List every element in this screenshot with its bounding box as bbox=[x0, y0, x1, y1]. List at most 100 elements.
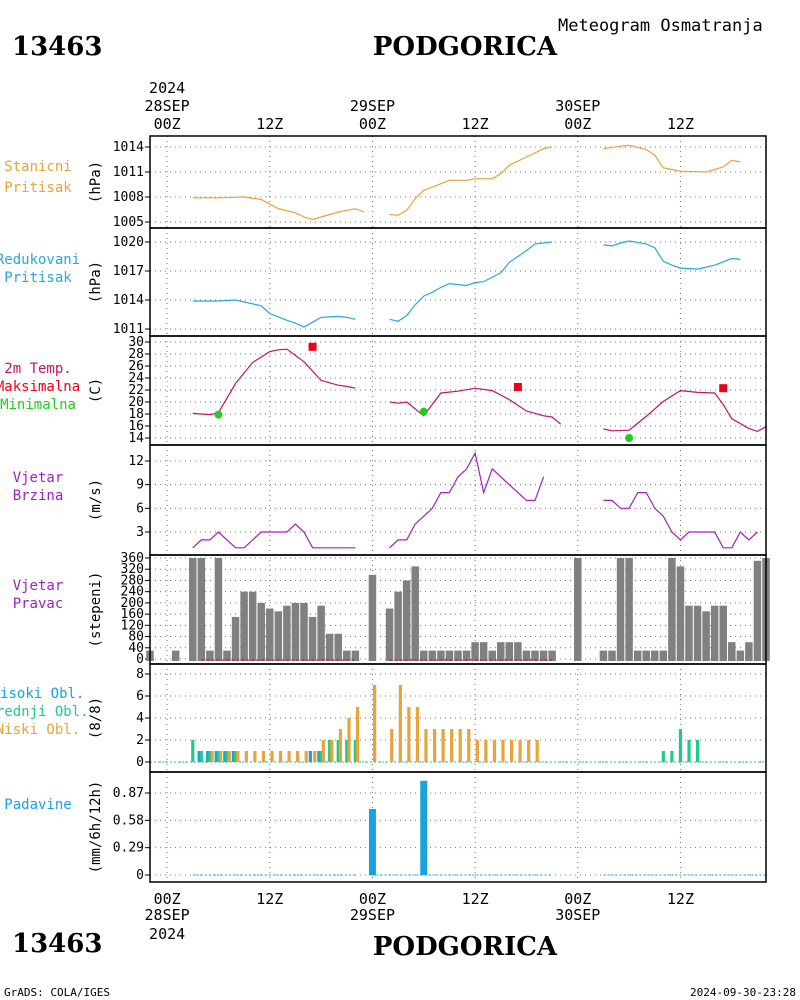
wind-direction-bar bbox=[274, 611, 283, 661]
wind-direction-bar bbox=[497, 642, 505, 661]
footer-timestamp: 2024-09-30-23:28 bbox=[690, 986, 796, 999]
wind-direction-bar bbox=[514, 642, 522, 661]
cloud-bar bbox=[270, 751, 274, 762]
tmax-marker bbox=[719, 384, 728, 393]
time-tick-bottom: 00Z bbox=[359, 890, 386, 908]
time-tick-bottom: 12Z bbox=[667, 890, 694, 908]
series-label: Srednji Obl. bbox=[0, 704, 89, 720]
y-tick-label: 14 bbox=[128, 431, 144, 446]
cloud-bar bbox=[236, 751, 240, 762]
y-tick-label: 1008 bbox=[113, 190, 144, 205]
wind-direction-bar bbox=[266, 608, 274, 661]
cloud-bar bbox=[328, 740, 332, 762]
y-tick-label: 12 bbox=[128, 454, 144, 469]
wind-direction-bar bbox=[616, 558, 625, 661]
temperature-line bbox=[603, 389, 767, 433]
y-axis-label: (mm/6h/12h) bbox=[88, 781, 104, 874]
wind-direction-bar bbox=[308, 616, 317, 661]
time-tick-top: 12Z bbox=[256, 115, 283, 133]
wind-direction-bar bbox=[206, 650, 214, 661]
wind_speed-line bbox=[192, 523, 356, 549]
wind-direction-bar bbox=[488, 650, 496, 661]
y-tick-label: 9 bbox=[136, 478, 144, 493]
station_pressure-line bbox=[603, 144, 741, 173]
cloud-bar bbox=[296, 751, 300, 762]
y-tick-label: 1020 bbox=[113, 235, 144, 250]
series-label: Maksimalna bbox=[0, 379, 80, 395]
cloud-bar bbox=[484, 740, 488, 762]
y-tick-label: 80 bbox=[128, 630, 144, 645]
y-tick-label: 0.87 bbox=[113, 786, 144, 801]
cloud-bar bbox=[223, 751, 227, 762]
series-label: 2m Temp. bbox=[4, 361, 71, 377]
cloud-bar bbox=[509, 740, 514, 762]
wind-direction-bar bbox=[189, 558, 197, 661]
cloud-bar bbox=[687, 740, 691, 762]
series-label: Minimalna bbox=[0, 397, 76, 413]
cloud-bar bbox=[317, 751, 321, 762]
cloud-bar bbox=[219, 751, 223, 762]
cloud-bar bbox=[214, 751, 218, 762]
cloud-bar bbox=[467, 729, 471, 762]
cloud-bar bbox=[424, 729, 428, 762]
wind-direction-bar bbox=[745, 642, 753, 661]
time-tick-bottom: 12Z bbox=[462, 890, 489, 908]
cloud-bar bbox=[304, 751, 308, 762]
time-tick-bottom: 12Z bbox=[256, 890, 283, 908]
cloud-bar bbox=[210, 751, 214, 762]
cloud-bar bbox=[197, 751, 201, 762]
wind-direction-bar bbox=[736, 650, 745, 661]
y-tick-label: 1017 bbox=[113, 264, 144, 279]
wind-direction-bar bbox=[659, 650, 668, 661]
cloud-bar bbox=[330, 740, 334, 762]
wind-direction-bar bbox=[685, 605, 693, 661]
cloud-bar bbox=[518, 740, 522, 762]
y-tick-label: 30 bbox=[128, 335, 144, 350]
y-axis-label: (stepeni) bbox=[88, 572, 104, 648]
y-tick-label: 8 bbox=[136, 667, 144, 682]
cloud-bar bbox=[233, 751, 238, 762]
y-axis-label: (8/8) bbox=[88, 697, 104, 739]
precip-bar bbox=[420, 780, 428, 875]
wind-direction-bar bbox=[702, 611, 710, 661]
footer-credit: GrADS: COLA/IGES bbox=[4, 986, 110, 999]
station-id-bottom: 13463 bbox=[12, 929, 102, 959]
wind-direction-bar bbox=[471, 642, 479, 661]
wind-direction-bar bbox=[531, 650, 539, 661]
cloud-bar bbox=[336, 740, 340, 762]
y-tick-label: 4 bbox=[136, 711, 144, 726]
y-tick-label: 120 bbox=[121, 618, 144, 633]
y-tick-label: 6 bbox=[136, 689, 144, 704]
series-label: Pravac bbox=[13, 596, 64, 612]
temperature-line bbox=[192, 348, 356, 416]
y-tick-label: 22 bbox=[128, 383, 144, 398]
y-tick-label: 16 bbox=[128, 419, 144, 434]
wind-direction-bar bbox=[462, 650, 471, 661]
y-tick-label: 0.58 bbox=[113, 813, 144, 828]
series-label: Visoki Obl. bbox=[0, 686, 84, 702]
wind-direction-bar bbox=[240, 591, 248, 661]
cloud-bar bbox=[535, 740, 539, 762]
time-tick-top: 12Z bbox=[462, 115, 489, 133]
cloud-bar bbox=[253, 751, 257, 762]
wind-direction-bar bbox=[642, 650, 650, 661]
station-name-top: PODGORICA bbox=[373, 32, 558, 62]
wind-direction-bar bbox=[402, 580, 411, 661]
series-label: Pritisak bbox=[4, 180, 72, 196]
tmin-marker bbox=[419, 407, 428, 416]
cloud-bar bbox=[347, 718, 351, 762]
temperature-line bbox=[389, 387, 562, 425]
wind-direction-bar bbox=[300, 602, 308, 661]
day-label-top: 28SEP bbox=[145, 97, 190, 115]
wind-direction-bar bbox=[291, 602, 300, 661]
series-label: Vjetar bbox=[13, 578, 64, 594]
tmin-marker bbox=[214, 410, 223, 419]
wind-direction-bar bbox=[351, 650, 360, 661]
cloud-bar bbox=[373, 685, 377, 762]
station_pressure-line bbox=[192, 196, 365, 221]
series-label: Redukovani bbox=[0, 252, 80, 268]
series-label: Pritisak bbox=[4, 270, 72, 286]
cloud-bar bbox=[353, 740, 357, 762]
cloud-bar bbox=[231, 751, 235, 762]
reduced_pressure-line bbox=[389, 241, 553, 322]
